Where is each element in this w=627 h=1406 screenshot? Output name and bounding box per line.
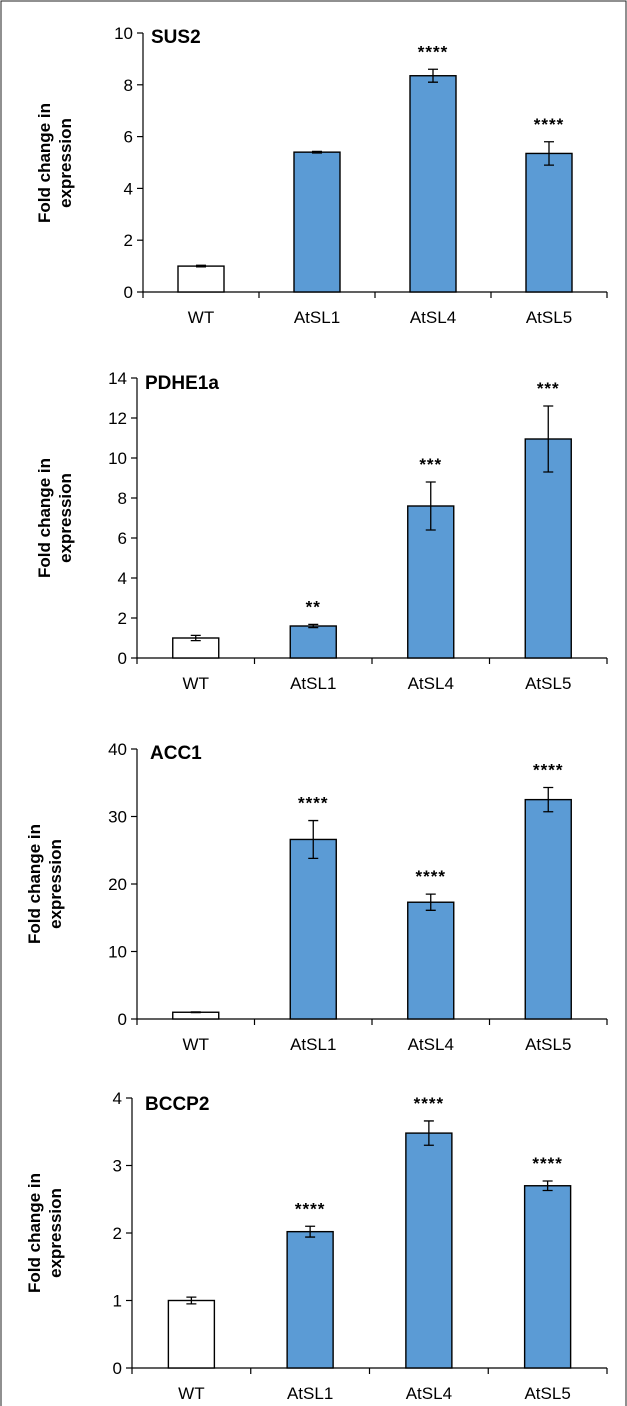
y-tick-label: 2 (113, 1224, 122, 1243)
bar-wt (167, 1299, 216, 1369)
bar-atsl1 (293, 151, 341, 293)
bar-atsl1 (289, 838, 337, 1020)
error-bar-atsl4 (423, 1120, 434, 1146)
y-axis-label: Fold change in expression (25, 1173, 65, 1293)
bar-atsl5 (524, 798, 572, 1020)
significance-label-atsl1: **** (298, 794, 328, 813)
significance-label-atsl5: **** (533, 760, 563, 779)
y-tick-label: 0 (118, 1010, 127, 1029)
x-tick-label-atsl4: AtSL4 (408, 1035, 454, 1054)
y-tick-label: 8 (118, 489, 127, 508)
significance-label-atsl5: *** (537, 379, 560, 398)
x-tick-label-atsl1: AtSL1 (290, 1035, 336, 1054)
y-tick-label: 14 (108, 369, 127, 388)
error-bar-atsl5 (543, 786, 554, 813)
error-bar-wt (190, 634, 201, 642)
x-tick-label-atsl1: AtSL1 (290, 674, 336, 693)
y-tick-label: 0 (124, 283, 133, 302)
error-bar-atsl4 (425, 481, 436, 531)
significance-label-atsl4: **** (416, 867, 446, 886)
significance-label-atsl1: ** (306, 597, 321, 616)
x-tick-label-wt: WT (183, 674, 209, 693)
y-tick-label: 40 (108, 740, 127, 759)
bar-atsl4 (407, 505, 455, 659)
chart-title: ACC1 (150, 743, 202, 764)
bar-chart-acc1: 0 10 20 30 40 WT **** AtSL1 **** AtSL4 **** AtSL5 AC… (25, 740, 608, 1054)
x-tick-label-atsl4: AtSL4 (410, 308, 456, 327)
y-tick-label: 2 (124, 231, 133, 250)
y-tick-label: 10 (114, 24, 133, 43)
bar-atsl4 (407, 901, 455, 1020)
y-tick-label: 6 (124, 128, 133, 147)
y-axis-label: Fold change in expression (35, 458, 75, 578)
x-tick-label-atsl1: AtSL1 (287, 1384, 333, 1403)
bar-wt (172, 1011, 220, 1020)
y-axis-label: Fold change in expression (25, 824, 65, 944)
y-tick-label: 2 (118, 609, 127, 628)
y-tick-label: 10 (108, 943, 127, 962)
x-tick-label-atsl4: AtSL4 (408, 674, 454, 693)
error-bar-wt (190, 1011, 201, 1014)
y-tick-label: 4 (118, 569, 127, 588)
bar-atsl1 (286, 1230, 334, 1369)
chart-title: BCCP2 (145, 1094, 209, 1115)
bar-atsl5 (523, 1185, 572, 1369)
y-tick-label: 1 (113, 1292, 122, 1311)
x-tick-label-wt: WT (183, 1035, 209, 1054)
error-bar-wt (196, 264, 206, 268)
error-bar-atsl1 (308, 819, 319, 859)
bar-wt (177, 265, 225, 293)
error-bar-atsl4 (425, 893, 436, 911)
error-bar-wt (186, 1296, 197, 1305)
error-bar-atsl1 (312, 150, 322, 154)
bar-chart-sus2: 0 2 4 6 8 10 WT AtSL1 **** AtSL4 **** AtSL5 SUS2 Fold… (35, 24, 608, 327)
significance-label-atsl1: **** (295, 1199, 325, 1218)
y-tick-label: 20 (108, 875, 127, 894)
x-tick-label-atsl5: AtSL5 (525, 674, 571, 693)
significance-label-atsl5: **** (532, 1154, 562, 1173)
y-tick-label: 0 (113, 1359, 122, 1378)
y-tick-label: 30 (108, 808, 127, 827)
y-axis-label: Fold change in expression (35, 103, 75, 223)
y-tick-label: 0 (118, 649, 127, 668)
significance-label-atsl4: **** (418, 42, 448, 61)
y-tick-label: 8 (124, 76, 133, 95)
significance-label-atsl5: **** (534, 115, 564, 134)
bar-atsl4 (405, 1132, 453, 1369)
y-tick-label: 3 (113, 1157, 122, 1176)
bar-atsl5 (524, 438, 572, 659)
x-tick-label-wt: WT (178, 1384, 204, 1403)
chart-title: SUS2 (151, 27, 201, 48)
error-bar-atsl5 (542, 1180, 553, 1192)
chart-title: PDHE1a (145, 373, 219, 394)
y-tick-label: 6 (118, 529, 127, 548)
significance-label-atsl4: **** (414, 1094, 444, 1113)
error-bar-atsl5 (544, 141, 554, 166)
error-bar-atsl5 (543, 405, 554, 473)
bar-atsl1 (289, 625, 337, 659)
bar-atsl5 (525, 152, 573, 293)
x-tick-label-atsl4: AtSL4 (406, 1384, 452, 1403)
bar-atsl4 (409, 75, 457, 293)
error-bar-atsl1 (305, 1225, 316, 1238)
y-tick-label: 4 (124, 179, 133, 198)
x-tick-label-atsl5: AtSL5 (525, 1035, 571, 1054)
significance-label-atsl4: *** (419, 455, 442, 474)
bar-chart-bccp2: 0 1 2 3 4 WT **** AtSL1 **** AtSL4 **** AtSL5 BCCP2 F… (25, 1089, 608, 1403)
x-tick-label-atsl5: AtSL5 (526, 308, 572, 327)
x-tick-label-wt: WT (188, 308, 214, 327)
error-bar-atsl1 (308, 623, 319, 629)
error-bar-atsl4 (428, 68, 438, 83)
y-tick-label: 4 (113, 1089, 122, 1108)
y-tick-label: 10 (108, 449, 127, 468)
x-tick-label-atsl1: AtSL1 (294, 308, 340, 327)
bar-chart-pdhe1a: 0 2 4 6 8 10 12 14 WT ** AtSL1 *** AtSL4 *** AtSL5 PDHE… (35, 369, 608, 693)
y-tick-label: 12 (108, 409, 127, 428)
x-tick-label-atsl5: AtSL5 (524, 1384, 570, 1403)
